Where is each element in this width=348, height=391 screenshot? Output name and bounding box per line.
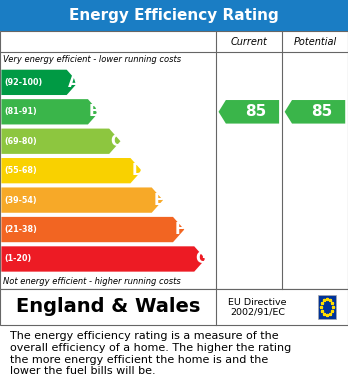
Text: England & Wales: England & Wales <box>16 298 200 316</box>
Text: G: G <box>195 251 207 267</box>
Text: (1-20): (1-20) <box>4 255 31 264</box>
Text: D: D <box>131 163 144 178</box>
Text: F: F <box>175 222 185 237</box>
Polygon shape <box>1 187 163 213</box>
Text: (92-100): (92-100) <box>4 78 42 87</box>
Text: Potential: Potential <box>293 37 337 47</box>
Polygon shape <box>285 100 345 124</box>
Text: The energy efficiency rating is a measure of the
overall efficiency of a home. T: The energy efficiency rating is a measur… <box>10 332 292 376</box>
Polygon shape <box>1 246 206 272</box>
Text: Energy Efficiency Rating: Energy Efficiency Rating <box>69 8 279 23</box>
Text: E: E <box>153 193 164 208</box>
Text: 85: 85 <box>311 104 333 119</box>
Polygon shape <box>219 100 279 124</box>
Text: Current: Current <box>230 37 267 47</box>
Bar <box>0 31 348 289</box>
Text: (69-80): (69-80) <box>4 137 37 146</box>
Polygon shape <box>1 70 78 95</box>
Text: A: A <box>68 75 80 90</box>
Text: (39-54): (39-54) <box>4 196 37 204</box>
Text: Not energy efficient - higher running costs: Not energy efficient - higher running co… <box>3 277 181 286</box>
Text: (81-91): (81-91) <box>4 107 37 116</box>
Text: (55-68): (55-68) <box>4 166 37 175</box>
Polygon shape <box>1 129 120 154</box>
Polygon shape <box>1 99 99 124</box>
Text: 2002/91/EC: 2002/91/EC <box>230 308 285 317</box>
Bar <box>0 0 348 31</box>
Text: B: B <box>89 104 101 119</box>
Polygon shape <box>1 158 142 183</box>
Text: 85: 85 <box>245 104 267 119</box>
Text: C: C <box>111 134 122 149</box>
Bar <box>0 289 348 325</box>
Bar <box>318 295 336 319</box>
Text: Very energy efficient - lower running costs: Very energy efficient - lower running co… <box>3 55 181 65</box>
Polygon shape <box>1 217 184 242</box>
Text: (21-38): (21-38) <box>4 225 37 234</box>
Text: EU Directive: EU Directive <box>228 298 287 307</box>
